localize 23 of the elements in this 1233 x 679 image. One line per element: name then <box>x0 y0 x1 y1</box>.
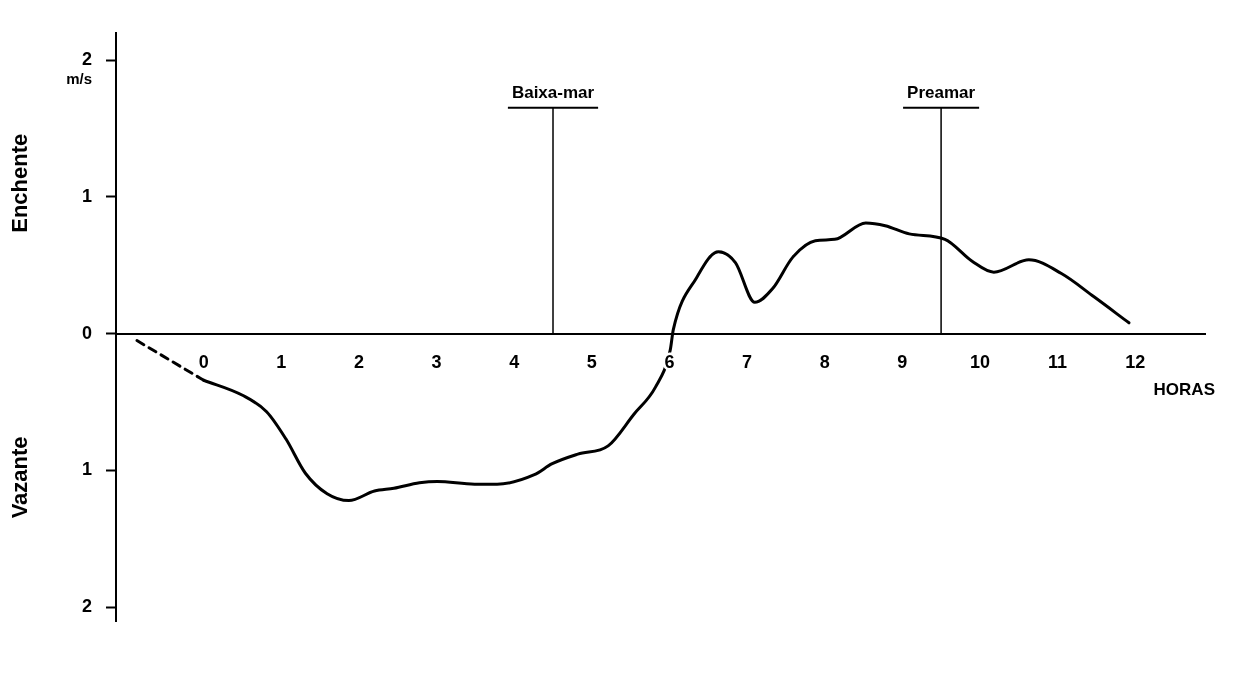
y-tick-label: 1 <box>82 185 93 206</box>
x-tick-label: 2 <box>353 351 364 372</box>
x-tick-label: 5 <box>586 351 597 372</box>
text: Vazante <box>7 436 33 519</box>
y-tick-label: 2 <box>82 49 93 70</box>
x-tick-label: 8 <box>819 351 830 372</box>
x-tick-label: 9 <box>897 351 908 372</box>
x-tick-label: 0 <box>198 351 209 372</box>
x-tick-label: 11 <box>1048 351 1068 372</box>
y-tick-label: 1 <box>82 459 93 480</box>
ref-line-label: Preamar <box>907 82 976 102</box>
ref-line-label: Baixa-mar <box>511 82 595 102</box>
x-axis-title: HORAS <box>1153 379 1215 399</box>
x-tick-label: 3 <box>431 351 442 372</box>
y-axis-title: Enchente <box>7 133 33 233</box>
y-tick-label: 2 <box>82 596 93 617</box>
x-tick-label: 4 <box>509 351 520 372</box>
x-tick-label: 1 <box>276 351 287 372</box>
x-tick-label: 12 <box>1125 351 1146 372</box>
x-tick-label: 10 <box>969 351 990 372</box>
x-tick-label: 7 <box>742 351 753 372</box>
y-tick-label: 0 <box>82 322 93 343</box>
text: m/s <box>66 70 93 88</box>
